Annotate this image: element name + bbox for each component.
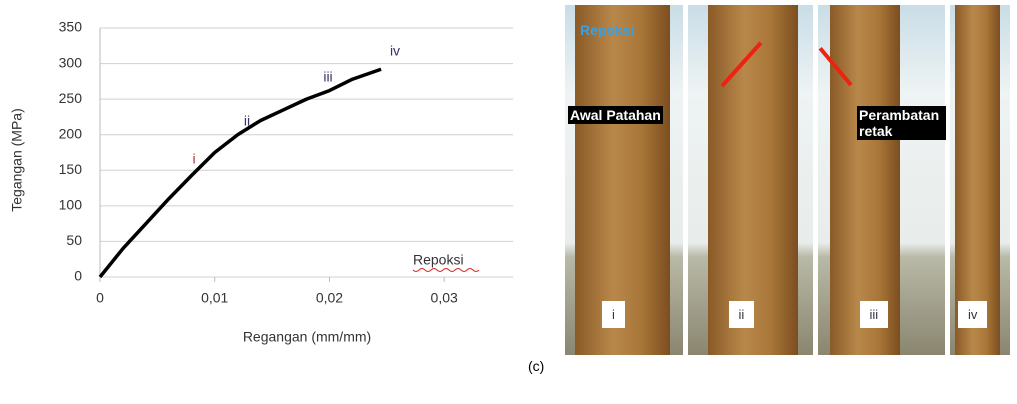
photo-frame: ii — [688, 5, 813, 355]
caption: (c) — [528, 358, 545, 374]
chart: Tegangan (MPa) Regangan (mm/mm) 0 50 100 15… — [9, 19, 513, 345]
annotation: iii — [323, 69, 332, 85]
y-tick-label: 100 — [59, 197, 83, 213]
y-tick-label: 350 — [59, 19, 83, 35]
y-tick-label: 0 — [74, 268, 82, 284]
y-tick-label: 50 — [66, 232, 82, 248]
specimen — [955, 5, 1000, 355]
frame-label: ii — [728, 301, 755, 328]
annotation: i — [192, 151, 195, 167]
photo-label: Awal Patahan — [568, 106, 663, 124]
annotation: ii — [244, 113, 250, 129]
photo-frame: i — [565, 5, 683, 355]
frame-label: iv — [958, 301, 988, 328]
y-tick-label: 200 — [59, 125, 83, 141]
x-axis-label: Regangan (mm/mm) — [243, 329, 371, 345]
specimen — [708, 5, 798, 355]
y-tick-label: 250 — [59, 90, 83, 106]
annotation: iv — [390, 43, 400, 59]
legend-label: Repoksi — [413, 252, 464, 268]
legend-underline — [412, 268, 480, 272]
x-tick-label: 0,03 — [431, 290, 458, 306]
x-tick-label: 0,01 — [201, 290, 228, 306]
legend-label: Repoksi — [580, 22, 635, 38]
photo-frame: iii — [818, 5, 945, 355]
y-axis-label: Tegangan (MPa) — [9, 108, 25, 212]
specimen — [575, 5, 670, 355]
line — [98, 67, 382, 279]
x-tick-label: 0,02 — [316, 290, 343, 306]
y-tick-label: 300 — [59, 54, 83, 70]
frame-label: i — [602, 301, 625, 328]
frame-label: iii — [859, 301, 889, 328]
y-tick-label: 150 — [59, 161, 83, 177]
x-tick-label: 0 — [96, 290, 104, 306]
photo-label: Perambatan retak — [857, 106, 946, 140]
photo-frame: iv — [950, 5, 1010, 355]
specimen — [830, 5, 900, 355]
